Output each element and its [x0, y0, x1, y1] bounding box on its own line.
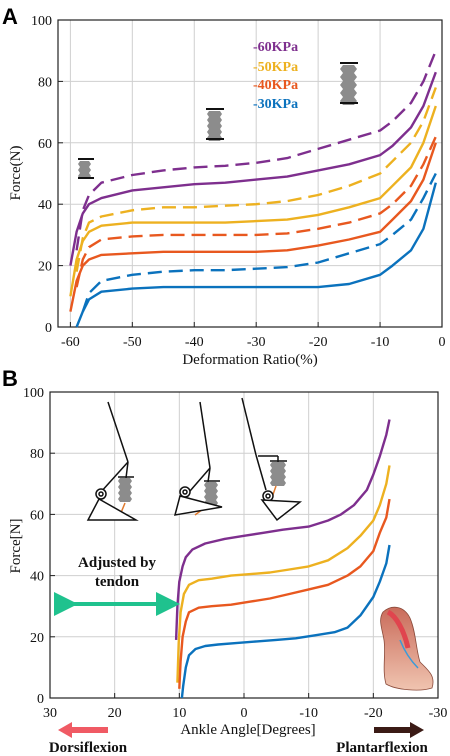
x-tick-label: 10 — [172, 706, 186, 721]
series-b — [174, 419, 391, 699]
series-line-orange — [178, 498, 391, 689]
y-tick-label: 40 — [30, 570, 44, 585]
y-tick-label: 0 — [37, 692, 44, 707]
y-axis-label-b: Force[N] — [8, 519, 24, 574]
series-a — [69, 50, 437, 328]
plot-frame-a — [57, 19, 443, 328]
ankle-schematic-1-icon — [86, 401, 139, 521]
x-tick-label: -20 — [309, 335, 328, 350]
y-tick-label: 20 — [30, 631, 44, 646]
actuator-large-icon — [340, 62, 358, 105]
x-tick-label: -60 — [61, 335, 80, 350]
series-line-blue — [75, 182, 437, 328]
x-tick-label: -30 — [247, 335, 266, 350]
series-line-purple — [69, 71, 437, 266]
dorsiflexion-label: Dorsiflexion — [49, 740, 128, 756]
series-line-blue — [180, 544, 391, 699]
y-tick-label: 20 — [38, 260, 52, 275]
legend-item-50kpa: -50KPa — [253, 60, 298, 75]
x-tick-label: 30 — [43, 706, 57, 721]
adjusted-by-tendon-label-2: tendon — [95, 574, 140, 590]
adjusted-by-tendon-label: Adjusted by — [78, 555, 156, 571]
plantarflexion-arrow-icon — [374, 722, 424, 738]
x-tick-label: 20 — [108, 706, 122, 721]
x-tick-label: -30 — [429, 706, 448, 721]
series-line-purple-dashed — [75, 50, 437, 251]
plantarflexion-label: Plantarflexion — [336, 740, 428, 756]
y-tick-label: 80 — [38, 75, 52, 90]
ankle-schematic-3-icon — [241, 397, 303, 522]
chart-panel-a: -60 -50 -40 -30 -20 -10 0 0 20 40 60 80 100 -60KPa -… — [8, 14, 446, 368]
legend-a: -60KPa -50KPa -40KPa -30KPa — [253, 40, 298, 112]
series-line-orange — [69, 142, 437, 312]
x-tick-label: -20 — [364, 706, 383, 721]
actuator-small-icon — [78, 158, 94, 179]
x-axis-label-a: Deformation Ratio(%) — [182, 352, 317, 368]
x-tick-label: -10 — [371, 335, 390, 350]
legend-item-60kpa: -60KPa — [253, 40, 298, 55]
x-tick-label: 0 — [439, 335, 446, 350]
y-tick-label: 60 — [38, 137, 52, 152]
ticks-a: -60 -50 -40 -30 -20 -10 0 0 20 40 60 80 100 — [31, 14, 446, 350]
dorsiflexion-arrow-icon — [58, 722, 108, 738]
y-tick-label: 80 — [30, 447, 44, 462]
grid-b — [49, 391, 439, 699]
x-tick-label: -10 — [299, 706, 318, 721]
y-axis-label-a: Force(N) — [8, 146, 24, 201]
panel-label-a: A — [2, 4, 18, 29]
series-line-yellow — [69, 105, 437, 297]
x-axis-label-b: Ankle Angle[Degrees] — [180, 722, 315, 738]
y-tick-label: 0 — [45, 321, 52, 336]
x-tick-label: -50 — [123, 335, 142, 350]
panel-label-b: B — [2, 366, 18, 391]
y-tick-label: 60 — [30, 508, 44, 523]
leg-illustration-icon — [380, 606, 434, 691]
series-line-blue-dashed — [81, 172, 437, 312]
y-tick-label: 40 — [38, 198, 52, 213]
x-tick-label: -40 — [185, 335, 204, 350]
y-tick-label: 100 — [23, 386, 44, 401]
legend-item-30kpa: -30KPa — [253, 97, 298, 112]
y-tick-label: 100 — [31, 14, 52, 29]
ankle-schematic-2-icon — [173, 401, 223, 516]
series-line-yellow — [176, 465, 391, 683]
grid-a — [58, 19, 443, 328]
series-line-orange-dashed — [75, 136, 437, 288]
legend-item-40kpa: -40KPa — [253, 78, 298, 93]
series-line-purple — [174, 419, 391, 640]
actuator-medium-icon — [206, 108, 224, 141]
x-tick-label: 0 — [241, 706, 248, 721]
series-line-yellow-dashed — [75, 87, 437, 272]
